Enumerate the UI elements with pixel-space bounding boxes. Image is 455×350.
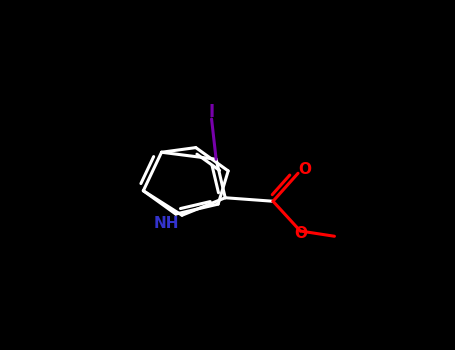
Text: I: I (208, 103, 215, 121)
Text: NH: NH (153, 217, 179, 231)
Text: O: O (298, 162, 311, 177)
Text: O: O (294, 226, 307, 241)
